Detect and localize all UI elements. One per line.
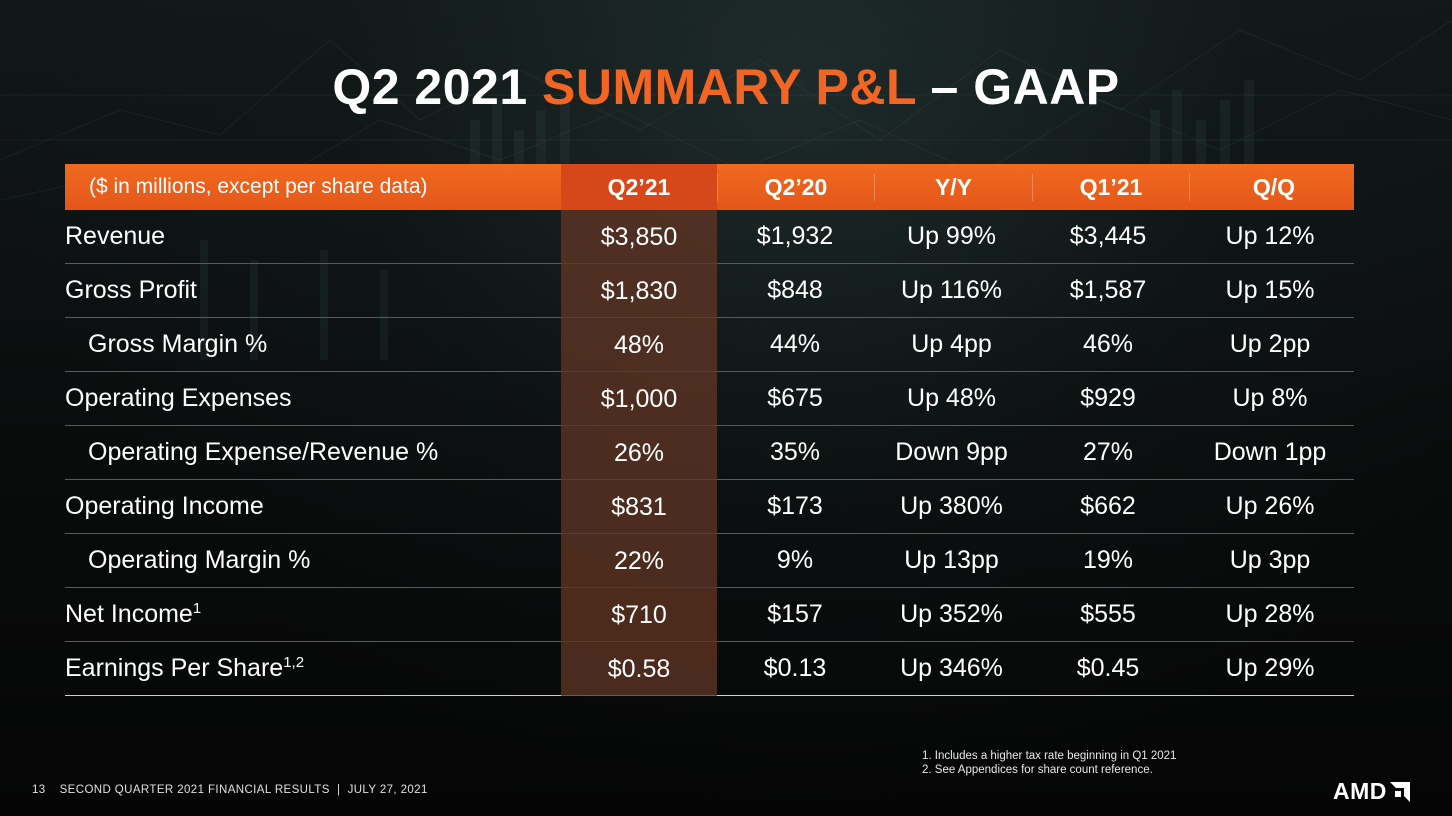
header-units-label: ($ in millions, except per share data) xyxy=(89,175,428,198)
row-label: Operating Expenses xyxy=(65,384,292,412)
row-label: Earnings Per Share1,2 xyxy=(65,654,305,682)
title-part-highlight: SUMMARY P&L xyxy=(542,59,917,115)
cell-q2-20: $1,932 xyxy=(756,222,834,250)
amd-arrow-icon xyxy=(1389,781,1410,802)
cell-yy: Up 13pp xyxy=(904,546,999,574)
cell-qq: Up 29% xyxy=(1225,654,1315,682)
cell-q1-21: 19% xyxy=(1082,546,1134,574)
header-q2-20: Q2’20 xyxy=(717,173,874,201)
row-label: Operating Margin % xyxy=(88,546,311,574)
cell-yy: Up 352% xyxy=(900,600,1003,628)
cell-q2-21: 48% xyxy=(561,317,717,372)
cell-qq: Up 2pp xyxy=(1229,330,1311,358)
cell-qq: Down 1pp xyxy=(1213,438,1327,466)
table-header-row: ($ in millions, except per share data) Q… xyxy=(65,164,1354,210)
cell-q1-21: $1,587 xyxy=(1069,276,1147,304)
row-label: Revenue xyxy=(65,222,166,250)
page-title: Q2 2021 SUMMARY P&L – GAAP xyxy=(0,58,1452,116)
summary-pl-table: ($ in millions, except per share data) Q… xyxy=(65,164,1354,696)
table-row-gross-profit: Gross Profit $1,830 $848 Up 116% $1,587 … xyxy=(65,263,1354,318)
footnote-1: 1. Includes a higher tax rate beginning … xyxy=(922,750,1177,762)
cell-q2-21: 22% xyxy=(561,533,717,588)
cell-qq: Up 26% xyxy=(1225,492,1315,520)
table-row-operating-income: Operating Income $831 $173 Up 380% $662 … xyxy=(65,479,1354,534)
table-row-gross-margin: Gross Margin % 48% 44% Up 4pp 46% Up 2pp xyxy=(65,317,1354,372)
cell-q2-21: $3,850 xyxy=(561,209,717,264)
footnotes: 1. Includes a higher tax rate beginning … xyxy=(922,749,1176,777)
cell-q2-21: $0.58 xyxy=(561,641,717,696)
cell-q2-20: $157 xyxy=(767,600,823,628)
table-row-net-income: Net Income1 $710 $157 Up 352% $555 Up 28… xyxy=(65,587,1354,642)
header-qq: Q/Q xyxy=(1189,173,1358,201)
table-row-operating-margin: Operating Margin % 22% 9% Up 13pp 19% Up… xyxy=(65,533,1354,588)
title-part-gaap: – GAAP xyxy=(916,59,1120,115)
cell-qq: Up 12% xyxy=(1225,222,1315,250)
cell-q1-21: 27% xyxy=(1082,438,1134,466)
cell-qq: Up 15% xyxy=(1225,276,1315,304)
cell-q2-20: 35% xyxy=(769,438,821,466)
cell-q2-21: $1,000 xyxy=(561,371,717,426)
cell-yy: Up 116% xyxy=(901,276,1002,304)
header-q1-21: Q1’21 xyxy=(1032,173,1189,201)
cell-q1-21: $929 xyxy=(1080,384,1136,412)
cell-yy: Up 99% xyxy=(907,222,996,250)
cell-q1-21: $555 xyxy=(1080,600,1136,628)
cell-q2-20: 44% xyxy=(769,330,821,358)
cell-q2-20: $0.13 xyxy=(763,654,827,682)
cell-yy: Up 380% xyxy=(900,492,1003,520)
cell-q2-20: 9% xyxy=(776,546,814,574)
footer-text: SECOND QUARTER 2021 FINANCIAL RESULTS | … xyxy=(59,784,428,796)
table-row-operating-expenses: Operating Expenses $1,000 $675 Up 48% $9… xyxy=(65,371,1354,426)
row-label: Operating Expense/Revenue % xyxy=(88,438,439,466)
cell-qq: Up 8% xyxy=(1232,384,1308,412)
row-label: Net Income1 xyxy=(65,600,202,628)
cell-q2-21: $1,830 xyxy=(561,263,717,318)
row-label: Gross Profit xyxy=(65,276,197,304)
cell-q1-21: $0.45 xyxy=(1076,654,1140,682)
cell-qq: Up 3pp xyxy=(1229,546,1311,574)
footnote-ref: 1,2 xyxy=(283,654,305,671)
header-q2-21: Q2’21 xyxy=(561,164,717,210)
page-number: 13 xyxy=(32,784,46,796)
cell-q2-21: $710 xyxy=(561,587,717,642)
table-row-opex-revenue: Operating Expense/Revenue % 26% 35% Down… xyxy=(65,425,1354,480)
cell-q1-21: $662 xyxy=(1080,492,1136,520)
cell-q2-20: $173 xyxy=(767,492,823,520)
logo-text: AMD xyxy=(1333,778,1387,804)
cell-qq: Up 28% xyxy=(1225,600,1315,628)
cell-q2-20: $675 xyxy=(767,384,823,412)
cell-q2-21: 26% xyxy=(561,425,717,480)
row-label: Gross Margin % xyxy=(88,330,268,358)
cell-q1-21: 46% xyxy=(1082,330,1134,358)
footnote-ref: 1 xyxy=(192,600,202,617)
cell-yy: Up 48% xyxy=(907,384,996,412)
cell-yy: Up 346% xyxy=(900,654,1003,682)
cell-q2-20: $848 xyxy=(767,276,823,304)
row-label: Operating Income xyxy=(65,492,264,520)
cell-yy: Down 9pp xyxy=(895,438,1008,466)
amd-logo: AMD xyxy=(1333,778,1410,805)
table-row-eps: Earnings Per Share1,2 $0.58 $0.13 Up 346… xyxy=(65,641,1354,696)
slide-footer: 13 SECOND QUARTER 2021 FINANCIAL RESULTS … xyxy=(32,784,428,796)
cell-q1-21: $3,445 xyxy=(1069,222,1147,250)
title-part-period: Q2 2021 xyxy=(332,59,543,115)
footnote-2: 2. See Appendices for share count refere… xyxy=(922,764,1153,776)
table-row-revenue: Revenue $3,850 $1,932 Up 99% $3,445 Up 1… xyxy=(65,209,1354,264)
header-yy: Y/Y xyxy=(874,173,1032,201)
cell-q2-21: $831 xyxy=(561,479,717,534)
cell-yy: Up 4pp xyxy=(911,330,992,358)
